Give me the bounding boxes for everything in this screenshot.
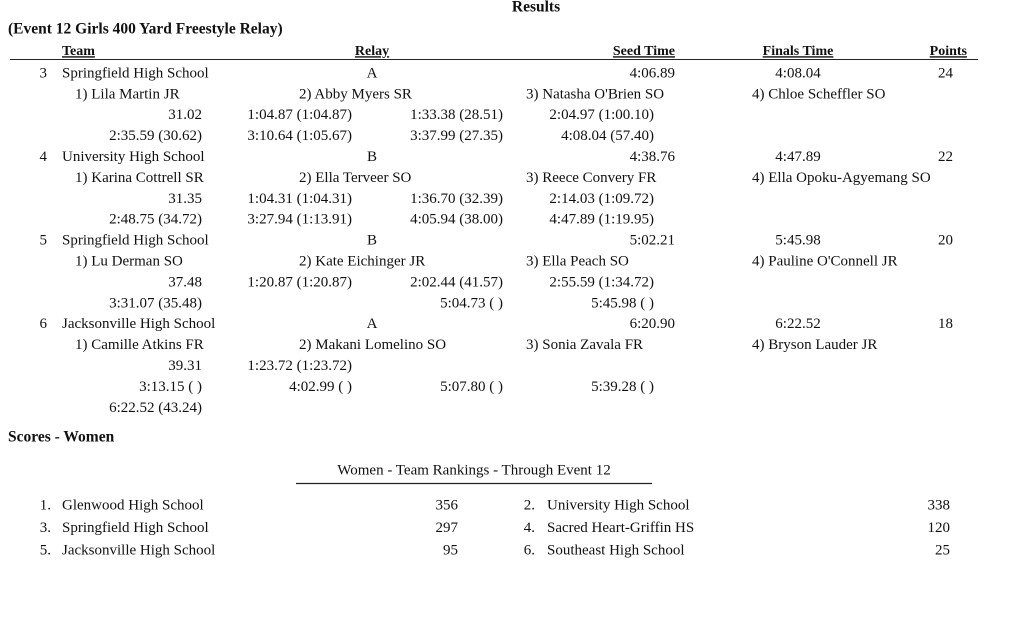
split: 1:33.38 (28.51): [410, 107, 503, 123]
swimmer: 1) Karina Cottrell SR: [75, 170, 204, 186]
rank-points: 95: [443, 542, 458, 558]
swimmer: 1) Lu Derman SO: [75, 254, 183, 270]
team: Jacksonville High School: [62, 316, 215, 332]
rank-team: Springfield High School: [62, 520, 209, 536]
relay: A: [367, 65, 378, 81]
relay: B: [367, 233, 377, 249]
finals-time: 4:47.89: [775, 149, 820, 165]
finals-time: 6:22.52: [775, 316, 820, 332]
relay: A: [367, 316, 378, 332]
swimmer: 3) Ella Peach SO: [526, 254, 629, 270]
rank-points: 25: [935, 542, 950, 558]
place: 4: [40, 149, 48, 165]
rank-team: Sacred Heart-Griffin HS: [547, 520, 694, 536]
seed-time: 4:38.76: [630, 149, 676, 165]
split: 1:04.87 (1:04.87): [247, 107, 352, 123]
col-header: Points: [930, 44, 968, 59]
rank-team: University High School: [547, 497, 690, 513]
col-header: Team: [62, 44, 95, 59]
swimmer: 2) Abby Myers SR: [299, 86, 412, 102]
event-title: (Event 12 Girls 400 Yard Freestyle Relay…: [8, 21, 283, 38]
team: Springfield High School: [62, 233, 209, 249]
split: 2:02.44 (41.57): [410, 274, 503, 290]
split: 1:04.31 (1:04.31): [247, 191, 352, 207]
split: 5:04.73 ( ): [440, 295, 503, 311]
points: 20: [938, 233, 953, 249]
split: 4:47.89 (1:19.95): [549, 212, 654, 228]
split: 5:39.28 ( ): [591, 379, 654, 395]
swimmer: 4) Pauline O'Connell JR: [752, 254, 898, 270]
split: 4:08.04 (57.40): [561, 128, 654, 144]
split: 1:23.72 (1:23.72): [247, 358, 352, 374]
rank-team: Southeast High School: [547, 542, 685, 558]
seed-time: 5:02.21: [630, 233, 675, 249]
place: 5: [40, 233, 48, 249]
seed-time: 6:20.90: [630, 316, 675, 332]
swimmer: 1) Lila Martin JR: [75, 86, 180, 102]
swimmer: 2) Ella Terveer SO: [299, 170, 412, 186]
team: University High School: [62, 149, 205, 165]
split: 4:02.99 ( ): [289, 379, 352, 395]
swimmer: 4) Chloe Scheffler SO: [752, 86, 886, 102]
split: 3:10.64 (1:05.67): [247, 128, 352, 144]
split: 31.02: [168, 107, 202, 123]
team: Springfield High School: [62, 65, 209, 81]
rank-place: 5.: [40, 542, 51, 558]
split: 1:20.87 (1:20.87): [247, 274, 352, 290]
swimmer: 2) Kate Eichinger JR: [299, 254, 425, 270]
col-header: Seed Time: [613, 44, 675, 59]
split: 2:04.97 (1:00.10): [549, 107, 654, 123]
rank-place: 2.: [524, 497, 535, 513]
page-title: Results: [512, 0, 560, 16]
finals-time: 4:08.04: [775, 65, 821, 81]
seed-time: 4:06.89: [630, 65, 675, 81]
rank-points: 297: [436, 520, 459, 536]
points: 22: [938, 149, 953, 165]
split: 4:05.94 (38.00): [410, 212, 503, 228]
rank-team: Jacksonville High School: [62, 542, 215, 558]
split: 5:45.98 ( ): [591, 295, 654, 311]
rank-place: 4.: [524, 520, 535, 536]
split: 2:55.59 (1:34.72): [549, 274, 654, 290]
rank-points: 120: [928, 520, 951, 536]
split: 3:37.99 (27.35): [410, 128, 503, 144]
split: 39.31: [168, 358, 202, 374]
rankings-title: Women - Team Rankings - Through Event 12: [337, 462, 610, 478]
swimmer: 3) Sonia Zavala FR: [526, 337, 643, 353]
points: 24: [938, 65, 954, 81]
split: 1:36.70 (32.39): [410, 191, 503, 207]
swimmer: 4) Ella Opoku-Agyemang SO: [752, 170, 931, 186]
rank-team: Glenwood High School: [62, 497, 204, 513]
rank-place: 6.: [524, 542, 535, 558]
finals-time: 5:45.98: [775, 233, 820, 249]
split: 5:07.80 ( ): [440, 379, 503, 395]
swimmer: 3) Natasha O'Brien SO: [526, 86, 664, 102]
split: 2:14.03 (1:09.72): [549, 191, 654, 207]
relay: B: [367, 149, 377, 165]
split: 3:13.15 ( ): [139, 379, 202, 395]
split: 37.48: [168, 274, 202, 290]
rank-points: 338: [928, 497, 951, 513]
split: 2:48.75 (34.72): [109, 212, 202, 228]
place: 3: [40, 65, 48, 81]
split: 3:31.07 (35.48): [109, 295, 202, 311]
swimmer: 4) Bryson Lauder JR: [752, 337, 877, 353]
col-header: Relay: [355, 44, 389, 59]
split: 2:35.59 (30.62): [109, 128, 202, 144]
split: 31.35: [168, 191, 202, 207]
split: 3:27.94 (1:13.91): [247, 212, 352, 228]
col-header: Finals Time: [763, 44, 834, 59]
place: 6: [40, 316, 48, 332]
scores-title: Scores - Women: [8, 429, 115, 446]
swimmer: 1) Camille Atkins FR: [75, 337, 204, 353]
split: 6:22.52 (43.24): [109, 400, 202, 416]
points: 18: [938, 316, 953, 332]
rank-points: 356: [436, 497, 459, 513]
swimmer: 2) Makani Lomelino SO: [299, 337, 446, 353]
rank-place: 1.: [40, 497, 51, 513]
rank-place: 3.: [40, 520, 51, 536]
swimmer: 3) Reece Convery FR: [526, 170, 656, 186]
